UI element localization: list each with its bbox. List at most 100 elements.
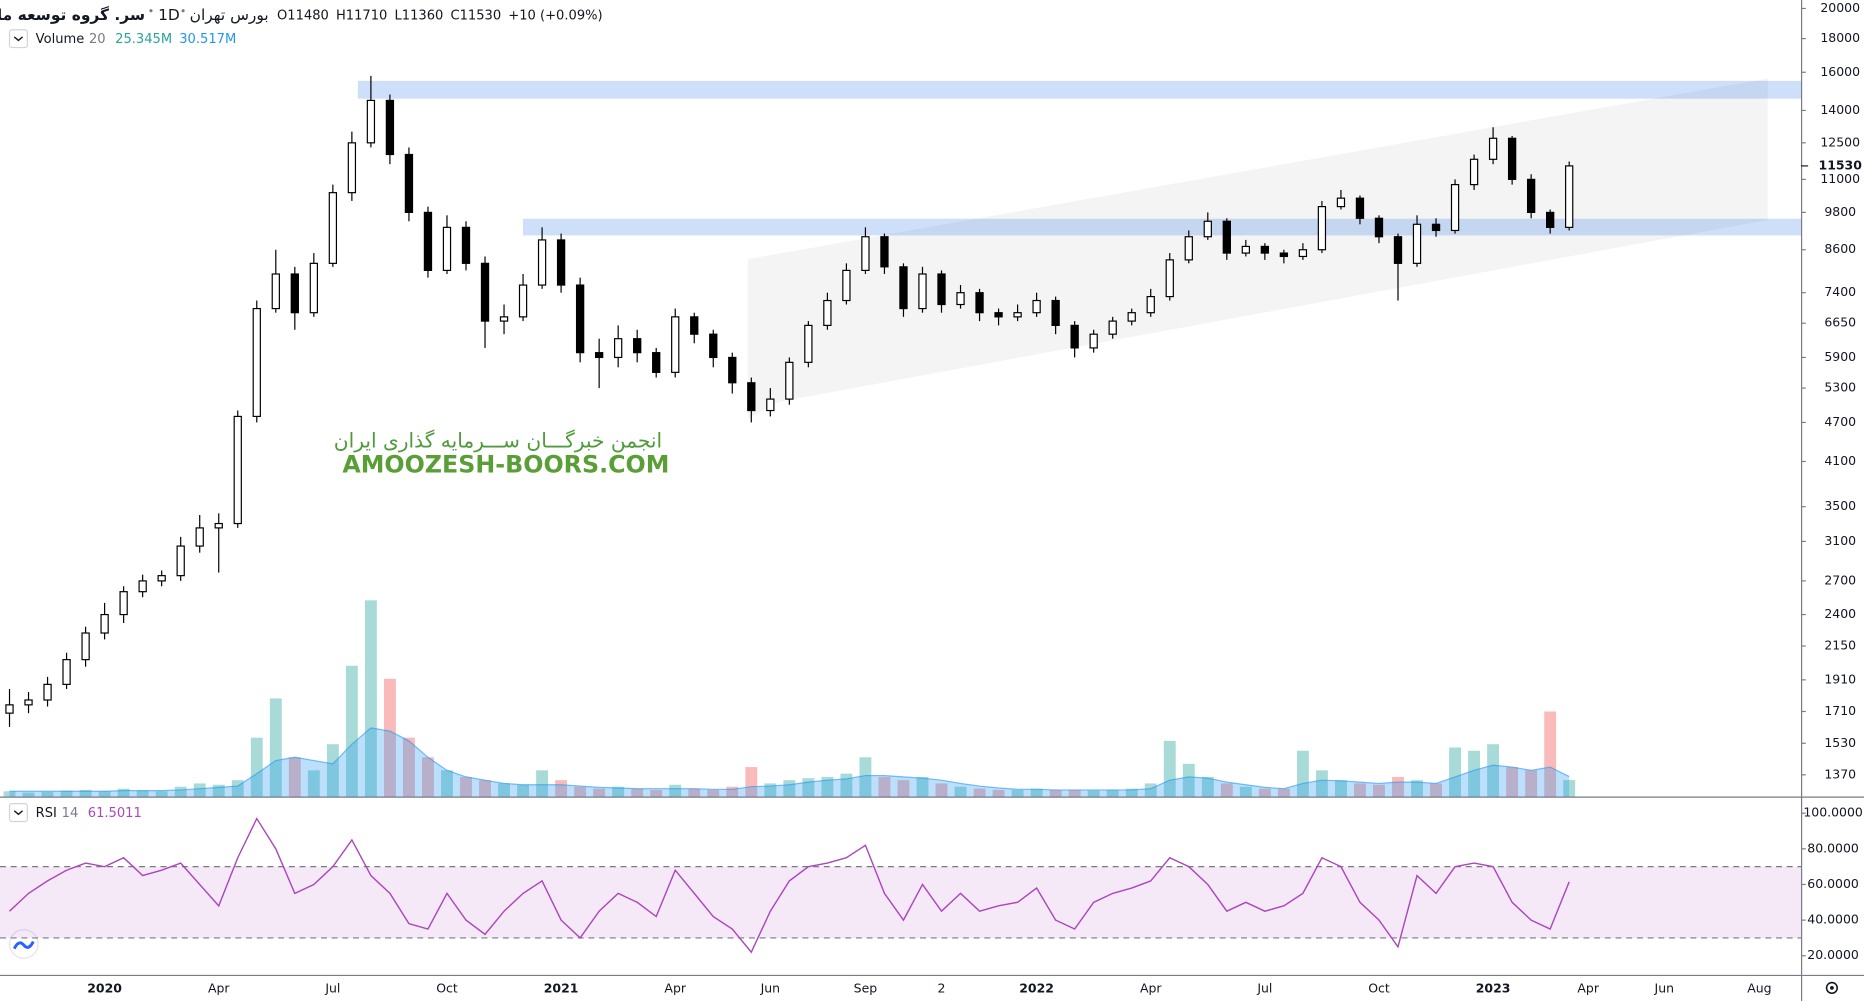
candle-body <box>195 527 204 547</box>
collapse-button[interactable] <box>8 29 28 49</box>
candle-body <box>1431 223 1441 232</box>
x-tick-label: 2020 <box>87 981 122 996</box>
volume-bar <box>859 757 872 797</box>
volume-bar <box>364 600 377 797</box>
volume-bar <box>1087 790 1100 797</box>
collapse-button[interactable] <box>8 803 28 823</box>
volume-bar <box>1125 788 1138 797</box>
y-tick-label: 7400 <box>1824 284 1856 299</box>
candle-body <box>1546 211 1555 228</box>
volume-bar <box>269 698 282 797</box>
rsi-band <box>0 866 1801 938</box>
support-zone <box>523 218 1801 236</box>
candle-body <box>956 292 965 306</box>
x-tick-label: Jul <box>324 981 340 996</box>
x-tick-label: 2023 <box>1476 981 1511 996</box>
volume-ma-line <box>9 727 1570 792</box>
candle-body <box>747 382 756 412</box>
chevron-icon <box>13 810 24 816</box>
candle-body <box>1222 220 1231 254</box>
volume-bar <box>1049 789 1062 797</box>
y-tick-label: 6650 <box>1824 315 1856 330</box>
candle-body <box>1336 197 1346 208</box>
candle-body <box>309 262 318 314</box>
symbol: سر. گروه توسعه ملی <box>0 5 145 24</box>
candle-body <box>1355 197 1365 219</box>
x-tick-label: Jun <box>760 981 780 996</box>
candle-body <box>899 266 908 310</box>
rsi-legend: RSI 14 61.5011 <box>36 806 142 821</box>
logo-mark <box>12 940 35 950</box>
volume-bar <box>669 784 682 797</box>
volume-bar <box>288 757 301 797</box>
ohlc-value: 11360 <box>402 8 444 23</box>
ohlc-label: L <box>395 8 403 23</box>
candle-body <box>1374 217 1384 238</box>
volume-bar <box>574 786 587 797</box>
candle-body <box>823 299 832 326</box>
watermark-latin: AMOOZESH-BOORS.COM <box>342 451 669 479</box>
volume-bar <box>1030 788 1043 797</box>
y-tick-label: 1910 <box>1824 671 1856 686</box>
candle-body <box>214 522 223 529</box>
volume-bar <box>117 788 130 797</box>
candle-body <box>575 284 585 354</box>
volume-bar <box>498 783 510 797</box>
indicator-title: Volume <box>36 32 85 47</box>
candle-body <box>347 142 357 194</box>
candle-body <box>271 273 280 310</box>
candle-body <box>1108 320 1117 335</box>
y-tick-label: 3500 <box>1824 498 1856 513</box>
volume-bar <box>1354 783 1366 797</box>
volume-bar <box>1258 788 1271 797</box>
y-tick-label: 14000 <box>1820 102 1860 117</box>
y-tick-label: 60.0000 <box>1807 876 1859 891</box>
volume-bar <box>707 789 720 797</box>
candle-body <box>671 316 680 373</box>
volume-bar <box>821 776 834 797</box>
volume-bar <box>1334 780 1347 797</box>
last-price-label: 11530 <box>1819 157 1863 172</box>
y-tick-label: 4700 <box>1824 414 1856 429</box>
volume-bar <box>193 783 206 797</box>
volume-bar <box>1487 744 1500 797</box>
ohlc-value: 11530 <box>460 8 502 23</box>
candle-body <box>157 575 166 582</box>
volume-bar <box>1525 770 1538 797</box>
volume-bar <box>1106 789 1119 797</box>
volume-bar <box>155 791 168 797</box>
volume-bar <box>383 678 396 797</box>
interval[interactable]: 1D <box>158 6 180 24</box>
candle-body <box>1450 184 1460 232</box>
y-tick-label: 20.0000 <box>1807 947 1859 962</box>
y-tick-label: 4100 <box>1824 453 1856 468</box>
volume-bar <box>422 757 434 797</box>
settings-button[interactable] <box>1825 981 1839 995</box>
volume-bar <box>612 786 625 797</box>
candle-body <box>918 273 927 310</box>
y-tick-label: 2700 <box>1824 572 1856 587</box>
indicator-period: 20 <box>89 32 106 47</box>
candle-body <box>1526 178 1536 213</box>
volume-value: 25.345M <box>115 32 172 47</box>
candle-body <box>423 211 433 271</box>
volume-bar <box>555 780 568 797</box>
y-tick-label: 18000 <box>1820 30 1860 45</box>
candle-body <box>1089 333 1098 349</box>
volume-bar <box>536 770 549 797</box>
volume-bar <box>1144 783 1157 797</box>
volume-bar <box>174 786 187 797</box>
y-tick-label: 2150 <box>1824 638 1856 653</box>
candle-body <box>1032 299 1041 314</box>
y-tick-label: 8600 <box>1824 241 1856 256</box>
volume-bar <box>764 783 777 797</box>
candle-body <box>652 352 661 373</box>
volume-bar <box>840 773 853 797</box>
candle-body <box>1184 236 1193 261</box>
volume-bar <box>1011 789 1024 797</box>
candle-body <box>119 591 128 616</box>
candle-body <box>1165 259 1174 298</box>
volume-bar <box>1201 776 1214 797</box>
candle-body <box>1469 158 1479 186</box>
